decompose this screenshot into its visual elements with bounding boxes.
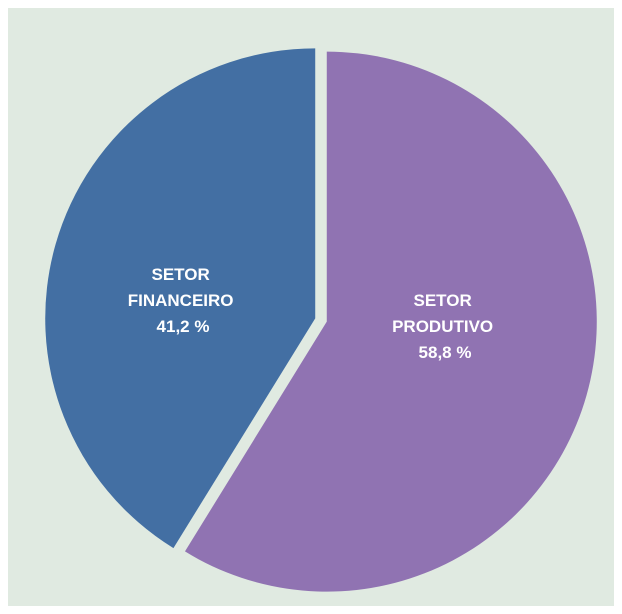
slice-produtivo-wedge bbox=[184, 51, 597, 592]
slice-produtivo-value: 58,8 % bbox=[419, 343, 472, 362]
slice-financeiro-label: SETOR FINANCEIRO 41,2 % bbox=[128, 265, 239, 336]
slice-produtivo-label-line-2: PRODUTIVO bbox=[392, 317, 493, 336]
slice-financeiro-wedge bbox=[45, 48, 316, 549]
slice-produtivo: SETOR PRODUTIVO 58,8 % bbox=[184, 51, 597, 592]
slice-financeiro-label-line-1: SETOR bbox=[152, 265, 210, 284]
slice-financeiro-value: 41,2 % bbox=[157, 317, 210, 336]
slice-financeiro: SETOR FINANCEIRO 41,2 % bbox=[45, 48, 316, 549]
slice-financeiro-label-line-2: FINANCEIRO bbox=[128, 291, 234, 310]
slice-produtivo-label-line-1: SETOR bbox=[414, 291, 472, 310]
slice-produtivo-label: SETOR PRODUTIVO 58,8 % bbox=[392, 291, 498, 362]
